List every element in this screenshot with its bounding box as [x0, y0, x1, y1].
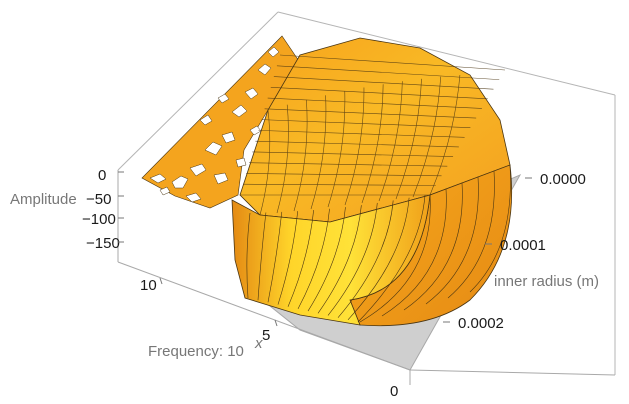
mesh-line: [261, 119, 471, 128]
mesh-line: [246, 212, 251, 299]
x-axis: 10 5 0 Frequency: 10 x: [140, 277, 398, 400]
x-tick: [159, 277, 163, 285]
y-tick-label: 0.0002: [458, 315, 504, 332]
z-axis: Amplitude 0 −50 −100 −150: [10, 167, 124, 252]
mesh-line: [337, 200, 394, 318]
mesh-line: [257, 212, 267, 301]
mesh-line: [252, 151, 454, 157]
mesh-line: [246, 173, 442, 177]
mesh-line: [469, 164, 511, 293]
mesh-line: [249, 162, 448, 167]
x-tick-label: 0: [390, 383, 398, 400]
mesh-line: [378, 81, 403, 202]
mesh-line: [287, 210, 314, 307]
y-axis-label: inner radius (m): [494, 273, 599, 290]
mesh-line: [395, 78, 422, 200]
z-tick-label: 0: [98, 167, 106, 184]
mesh-line: [425, 176, 479, 305]
box-front-edges: [117, 170, 616, 385]
mesh-line: [429, 74, 461, 196]
x-tick-label: 5: [262, 327, 270, 344]
mesh-line: [293, 99, 308, 212]
mesh-line: [412, 76, 442, 198]
mesh-line: [361, 84, 384, 204]
mesh-line: [310, 95, 327, 210]
mesh-line: [276, 65, 500, 80]
y-tick-label: 0.0000: [540, 171, 586, 188]
mesh-line: [258, 130, 465, 138]
x-tick: [274, 319, 278, 327]
noise-region: [141, 35, 306, 209]
mesh-line: [270, 87, 488, 100]
mesh-line: [359, 194, 431, 323]
mesh-line: [403, 182, 463, 311]
mesh-line: [264, 108, 477, 119]
mesh-line: [327, 202, 378, 316]
x-axis-label: Frequency: 10: [148, 343, 244, 360]
mesh-line: [297, 208, 330, 310]
box-back-edges: [117, 11, 616, 375]
mesh-line: [447, 170, 495, 299]
mesh-line: [277, 211, 299, 305]
front-wall-mesh: [246, 164, 511, 323]
z-axis-label: Amplitude: [10, 191, 77, 208]
mesh-line: [273, 76, 494, 90]
x-tick-label: 10: [140, 277, 157, 294]
z-tick-label: −150: [86, 235, 120, 252]
mesh-line: [243, 183, 436, 186]
z-tick-label: −100: [82, 211, 116, 228]
mesh-line: [276, 104, 289, 214]
mesh-line: [347, 197, 410, 321]
mesh-line: [267, 97, 482, 109]
mesh-line: [259, 109, 271, 216]
mesh-line: [307, 207, 346, 312]
y-tick-label: 0.0001: [500, 237, 546, 254]
x-axis-label-exponent: x: [254, 335, 263, 352]
mesh-line: [255, 140, 459, 148]
z-tick-label: −50: [86, 191, 111, 208]
mesh-line: [317, 205, 362, 314]
mesh-line: [267, 211, 283, 303]
mesh-lines: [240, 54, 506, 216]
mesh-line: [279, 54, 506, 71]
mesh-line: [381, 188, 447, 317]
mesh-line: [344, 87, 365, 206]
y-axis: 0.0000 0.0001 0.0002 inner radius (m): [443, 171, 599, 332]
mesh-line: [357, 194, 426, 323]
